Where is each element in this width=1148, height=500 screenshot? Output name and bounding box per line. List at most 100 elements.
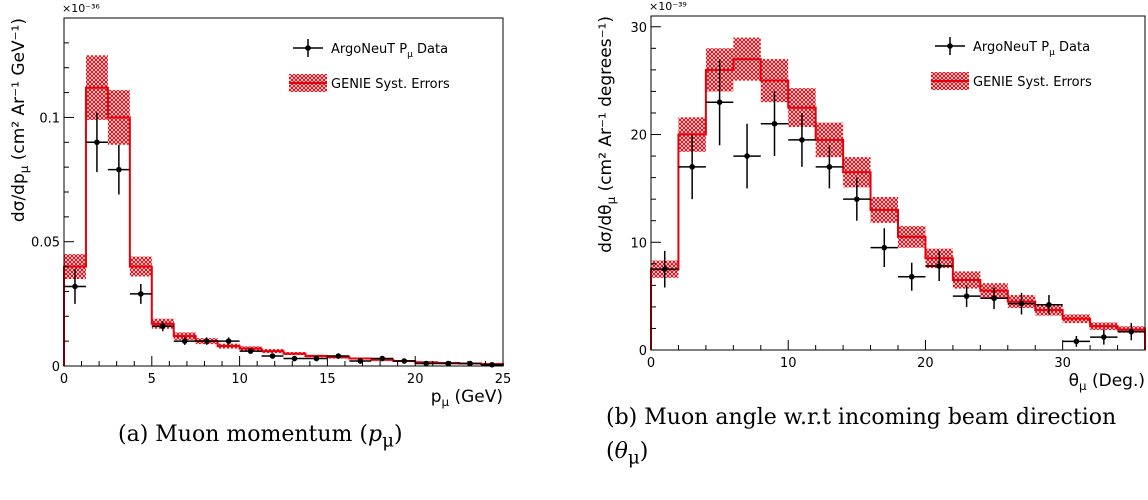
caption-b-math: θ: [614, 439, 628, 464]
data-point: [1090, 329, 1118, 345]
data-marker: [159, 323, 166, 330]
y-tick-label: 20: [630, 129, 647, 144]
legend-mc-label: GENIE Syst. Errors: [973, 75, 1092, 90]
x-axis-title: θμ (Deg.): [1069, 371, 1145, 393]
data-marker: [269, 353, 276, 359]
data-marker: [291, 355, 298, 362]
caption-b: (b) Muon angle w.r.t incoming beam direc…: [606, 401, 1146, 475]
data-marker: [357, 358, 364, 364]
data-marker: [1046, 301, 1052, 308]
data-marker: [445, 360, 451, 367]
data-marker: [1018, 300, 1025, 307]
data-point: [1035, 295, 1063, 315]
data-marker: [1128, 328, 1135, 335]
data-point: [459, 360, 482, 367]
data-marker: [94, 139, 100, 146]
legend: ArgoNeuT Pμ Data GENIE Syst. Errors: [289, 39, 450, 92]
y-axis-title: dσ/dθμ (cm² Ar⁻¹ degrees⁻¹): [596, 16, 618, 253]
legend-data-marker: [305, 45, 311, 51]
caption-a-text: (a) Muon momentum (: [118, 422, 368, 447]
data-point: [415, 360, 438, 367]
legend-data-label: ArgoNeuT Pμ Data: [973, 40, 1090, 58]
data-marker: [744, 153, 750, 159]
y-tick-label: 30: [630, 21, 647, 36]
data-point: [437, 360, 460, 367]
data-marker: [716, 99, 723, 105]
data-point: [870, 228, 898, 268]
data-point: [283, 355, 306, 362]
x-tick-label: 5: [148, 372, 156, 387]
data-point: [1007, 292, 1036, 315]
x-tick-label: 0: [60, 372, 68, 387]
data-marker: [313, 355, 320, 362]
data-point: [393, 358, 416, 364]
data-marker: [379, 355, 386, 362]
x-tick-label: 10: [231, 372, 248, 387]
data-marker: [854, 196, 860, 202]
caption-b-pre: (: [606, 439, 615, 464]
data-point: [64, 269, 86, 304]
x-tick-label: 25: [495, 372, 512, 387]
data-point: [898, 262, 926, 291]
y-axis-title: dσ/dpμ (cm² Ar⁻¹ GeV⁻¹): [9, 18, 31, 222]
data-marker: [881, 244, 888, 251]
data-point: [788, 112, 816, 167]
data-point: [651, 250, 679, 288]
data-point: [371, 355, 394, 362]
data-marker: [908, 273, 915, 280]
data-point: [843, 177, 871, 221]
data-point: [261, 353, 284, 359]
data-marker: [72, 283, 78, 290]
x-axis-title: pμ (GeV): [431, 387, 503, 409]
mc-histogram-line: [650, 58, 1146, 350]
data-point: [305, 355, 328, 362]
data-marker: [335, 353, 342, 359]
data-point: [705, 59, 734, 146]
data-point: [815, 145, 844, 189]
y-tick-label: 0.1: [39, 111, 60, 126]
data-point: [85, 112, 108, 173]
data-point: [678, 134, 706, 200]
caption-a-math: p: [367, 422, 383, 447]
data-marker: [963, 293, 970, 299]
caption-a-math-sub: μ: [382, 430, 394, 452]
data-marker: [203, 338, 210, 344]
data-marker: [1073, 338, 1080, 345]
x-tick-label: 15: [319, 372, 336, 387]
data-marker: [401, 358, 408, 364]
caption-a: (a) Muon momentum (pμ): [118, 418, 538, 458]
data-point: [481, 361, 503, 368]
data-point: [195, 337, 218, 345]
caption-b-line1: (b) Muon angle w.r.t incoming beam direc…: [606, 405, 1117, 430]
data-point: [129, 283, 152, 304]
x-tick-label: 20: [917, 356, 934, 371]
y-tick-label: 0.05: [31, 236, 60, 251]
y-tick-label: 0: [52, 360, 60, 375]
data-point: [239, 348, 262, 354]
data-marker: [138, 291, 144, 297]
legend-data-label: ArgoNeuT Pμ Data: [331, 42, 448, 60]
data-marker: [689, 164, 695, 170]
data-point: [733, 123, 761, 189]
y-tick-label: 10: [630, 236, 647, 251]
data-marker: [661, 266, 668, 272]
panel-a-momentum-chart: 0 5 10 15 20 25 0 0.05 0.1 ×10⁻³⁶ pμ (GeV) dσ/dpμ (…: [9, 2, 511, 409]
y-multiplier: ×10⁻³⁶: [62, 2, 100, 15]
data-point: [1117, 323, 1145, 341]
data-marker: [936, 263, 942, 269]
data-marker: [799, 137, 805, 143]
data-point: [760, 91, 789, 157]
data-point: [107, 144, 130, 195]
x-tick-label: 10: [780, 356, 797, 371]
mc-histogram-line: [63, 86, 504, 366]
data-point: [151, 321, 174, 332]
data-point: [217, 337, 240, 345]
legend: ArgoNeuT Pμ Data GENIE Syst. Errors: [931, 37, 1092, 90]
data-marker: [225, 338, 232, 344]
x-tick-label: 20: [407, 372, 424, 387]
x-tick-label: 0: [647, 356, 655, 371]
data-marker: [181, 338, 188, 344]
data-marker: [467, 360, 473, 367]
